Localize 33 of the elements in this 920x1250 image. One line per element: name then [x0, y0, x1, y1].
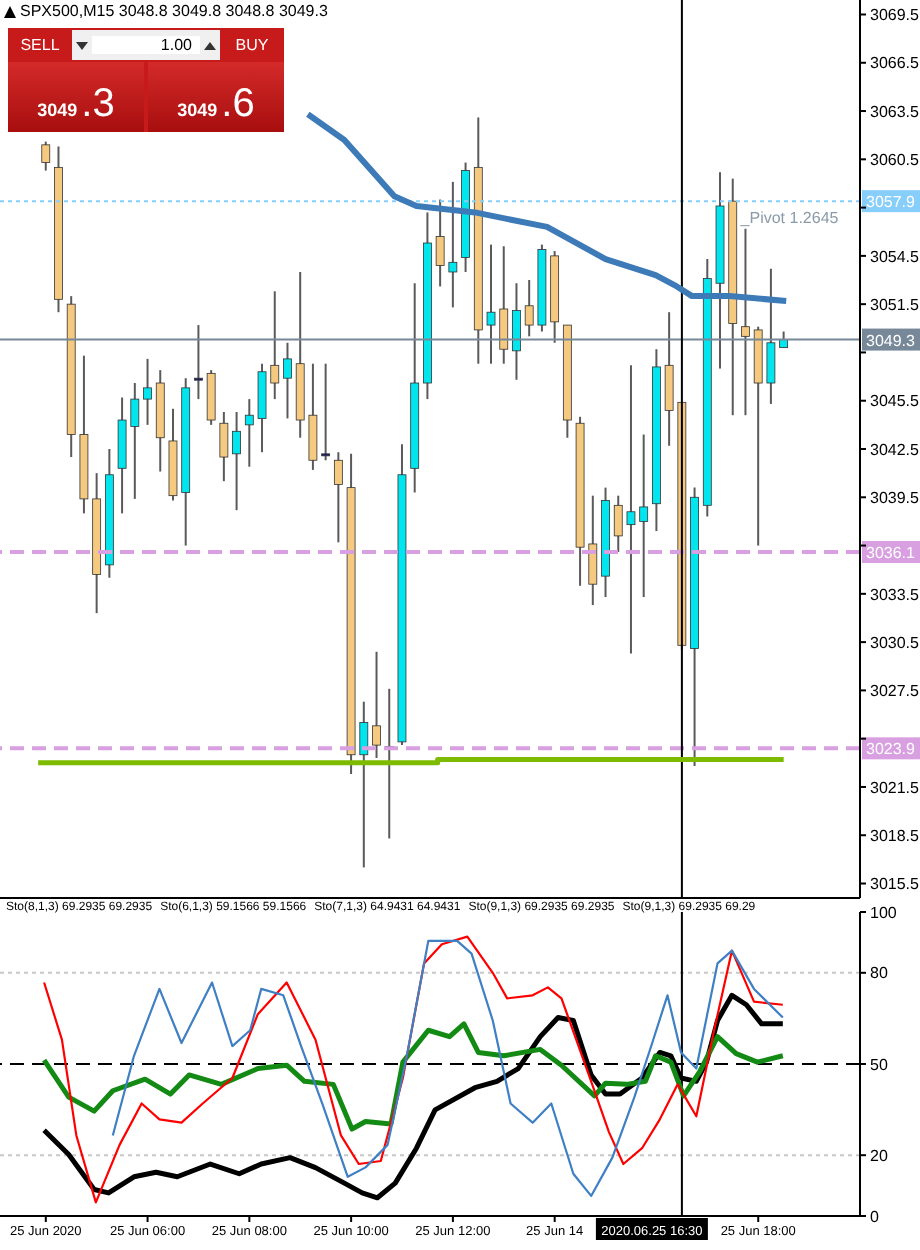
y-tick-label: 3021.5: [870, 778, 920, 797]
y-tick-label: 50: [870, 1055, 889, 1074]
annotation: _Pivot 1.2645: [738, 209, 840, 228]
y-tick-label: 3063.5: [870, 102, 920, 121]
y-tick-label: 3066.5: [870, 54, 920, 73]
ref-line-label: 3023.9: [866, 740, 917, 759]
y-tick-label: 3054.5: [870, 247, 920, 266]
y-tick-label: 3030.5: [870, 633, 920, 652]
y-tick-label: 100: [870, 903, 898, 922]
price-box: 3049.6: [148, 62, 284, 132]
y-tick-label: 3033.5: [870, 585, 920, 604]
y-tick-label: 3015.5: [870, 875, 920, 894]
y-tick-label: 20: [870, 1146, 889, 1165]
annotation: 3049.3: [37, 82, 115, 128]
y-tick-label: 3042.5: [870, 440, 920, 459]
y-tick-label: 3027.5: [870, 682, 920, 701]
y-tick-label: 0: [870, 1207, 880, 1226]
annotation: 3049.6: [177, 82, 255, 128]
y-tick-label: 3069.5: [870, 6, 920, 25]
y-tick-label: 3039.5: [870, 488, 920, 507]
chart-title: SPX500,M15 3048.8 3049.8 3048.8 3049.3: [20, 2, 328, 20]
text-field: 1.00: [92, 36, 200, 54]
annotation: BUY: [233, 36, 271, 54]
ref-line-label: 3057.9: [866, 193, 917, 212]
y-tick-label: 3045.5: [870, 392, 920, 411]
y-tick-label: 3060.5: [870, 151, 920, 169]
y-tick-label: 3051.5: [870, 295, 920, 314]
ref-line-label: 3049.3: [866, 331, 917, 350]
price-box: 3049.3: [8, 62, 144, 132]
ref-line-label: 3036.1: [866, 544, 917, 562]
annotation: SELL: [18, 36, 62, 54]
y-tick-label: 3018.5: [870, 826, 920, 845]
y-tick-label: 80: [870, 964, 889, 983]
